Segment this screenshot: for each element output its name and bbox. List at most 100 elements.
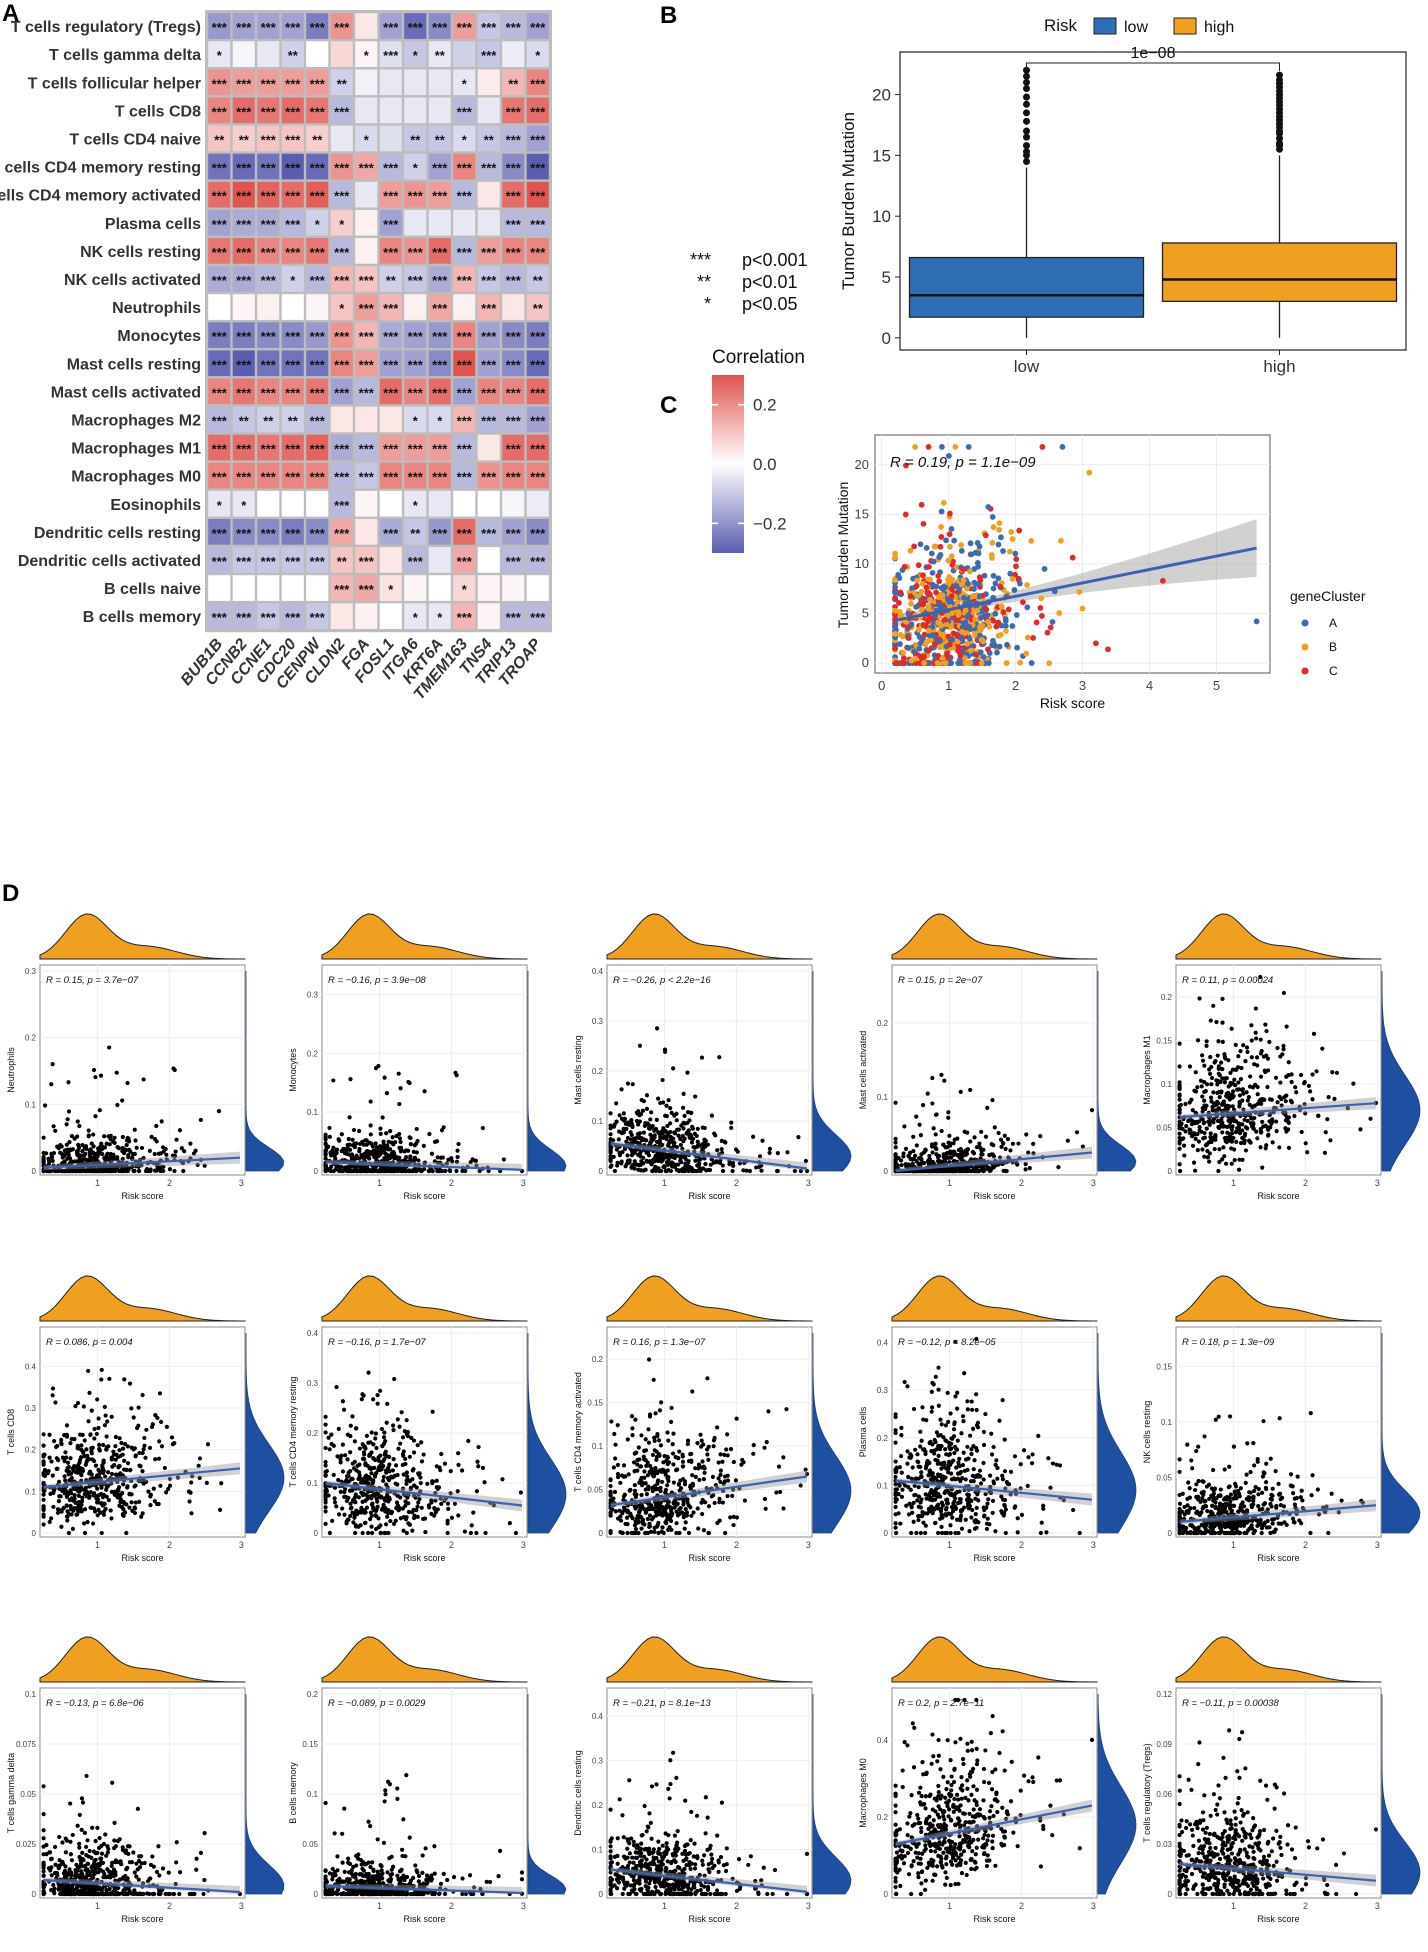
y-tick-label: 0.3 [25, 967, 37, 976]
data-point [918, 1133, 924, 1138]
data-point [117, 1503, 122, 1508]
data-point [907, 593, 914, 600]
significance-stars: *** [506, 104, 522, 119]
data-point [617, 1153, 623, 1158]
data-point [938, 524, 944, 530]
data-point [397, 1101, 402, 1107]
data-point [908, 657, 915, 664]
significance-stars: * [437, 610, 443, 625]
data-point [85, 1368, 91, 1374]
y-axis-label: Mast cells resting [573, 1035, 583, 1105]
data-point [1258, 1051, 1264, 1056]
data-point [953, 564, 960, 571]
data-point [630, 1082, 635, 1087]
data-point [360, 1530, 365, 1536]
data-point [91, 1458, 97, 1464]
data-point [907, 547, 914, 554]
data-point [49, 1082, 54, 1087]
data-point [1216, 1071, 1221, 1076]
top-density [321, 1275, 528, 1322]
significance-stars: *** [310, 413, 326, 428]
y-tick-label: 0 [862, 655, 869, 670]
significance-stars: *** [310, 245, 326, 260]
significance-stars: *** [334, 20, 350, 35]
data-point [990, 572, 997, 579]
significance-stars: *** [310, 104, 326, 119]
x-axis-label: Risk score [121, 1191, 163, 1201]
data-point [1009, 623, 1016, 629]
significance-stars: *** [236, 273, 252, 288]
data-point [1199, 1129, 1204, 1134]
data-point [128, 1149, 133, 1154]
data-point [131, 1168, 136, 1174]
data-point [1195, 1038, 1201, 1043]
data-point [983, 1134, 989, 1139]
significance-stars: *** [261, 526, 277, 541]
heatmap-cell [404, 209, 427, 236]
significance-stars: *** [481, 357, 497, 372]
data-point [1216, 1064, 1221, 1069]
colorbar-tick-label: 0.2 [753, 396, 777, 415]
significance-stars: *** [359, 301, 375, 316]
heatmap-cell [428, 181, 451, 208]
data-point [947, 641, 953, 648]
data-point [72, 1506, 77, 1511]
heatmap-cell [281, 603, 304, 629]
data-point [41, 1507, 46, 1512]
data-point [985, 660, 992, 666]
y-tick-label: 15 [855, 506, 869, 521]
data-point [959, 624, 966, 631]
heatmap-cell [355, 547, 378, 573]
data-point [775, 1168, 780, 1174]
data-point [976, 574, 983, 581]
data-point [449, 1156, 454, 1161]
significance-stars: *** [457, 189, 473, 204]
row-label: T cells CD4 memory resting [0, 160, 201, 177]
data-point [63, 1450, 68, 1455]
data-point [929, 1144, 935, 1149]
x-tick-label: 3 [239, 1178, 244, 1188]
heatmap-cell [428, 462, 451, 489]
data-point [621, 1111, 626, 1116]
data-point [968, 616, 974, 623]
data-point [1192, 1088, 1197, 1093]
data-point [161, 1164, 166, 1169]
y-tick-label: 0.2 [307, 1429, 319, 1438]
data-point [911, 1156, 917, 1161]
heatmap-cell [526, 490, 549, 517]
significance-stars: *** [310, 554, 326, 569]
data-point [989, 513, 996, 520]
data-point [1189, 1097, 1194, 1102]
data-point [644, 1158, 649, 1164]
heatmap-cell [477, 490, 500, 517]
heatmap-cell [526, 181, 549, 208]
heatmap-cell [257, 153, 280, 180]
data-point [1248, 1074, 1253, 1079]
data-point [91, 1144, 96, 1149]
heatmap-cell [404, 181, 427, 208]
row-label: T cells gamma delta [49, 47, 201, 64]
data-point [660, 1077, 665, 1083]
side-density [245, 1332, 285, 1534]
significance-stars: *** [285, 20, 301, 35]
heatmap-cell [453, 378, 476, 405]
data-point [187, 1499, 192, 1504]
top-density [891, 913, 1098, 960]
heatmap-cell [330, 322, 353, 348]
heatmap-cell [232, 350, 255, 377]
data-point [474, 1489, 480, 1494]
data-point [416, 1158, 421, 1163]
data-point [125, 1485, 130, 1490]
data-point [378, 1126, 383, 1131]
data-point [132, 1510, 138, 1516]
significance-stars: *** [481, 301, 497, 316]
data-point [375, 1392, 380, 1398]
significance-stars: *** [408, 357, 424, 372]
data-point [94, 1431, 99, 1437]
data-point [381, 1478, 386, 1483]
data-point [69, 1133, 75, 1139]
row-label: T cells regulatory (Tregs) [11, 19, 201, 36]
data-point [985, 646, 991, 653]
data-point [917, 1122, 922, 1127]
significance-stars: *** [359, 470, 375, 485]
